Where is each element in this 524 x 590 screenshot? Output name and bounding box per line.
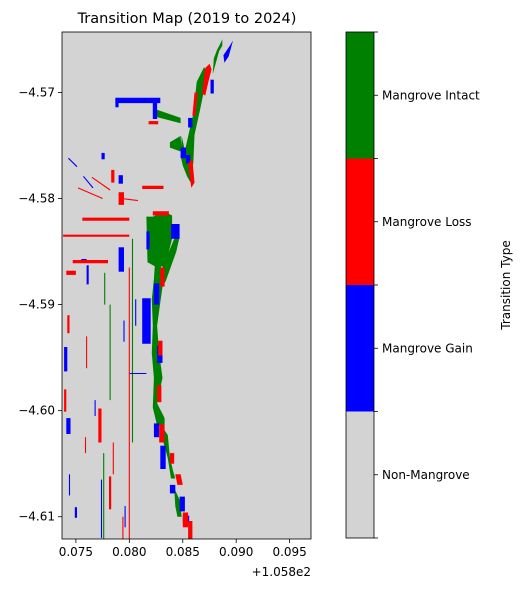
y-tick-label: −4.57 xyxy=(18,85,55,99)
mangrove-loss-region xyxy=(73,260,108,263)
mangrove-loss-region xyxy=(66,271,76,275)
mangrove-gain-region xyxy=(115,99,118,108)
mangrove-loss-region xyxy=(153,211,169,215)
mangrove-gain-region xyxy=(154,423,159,437)
mangrove-gain-region xyxy=(119,175,123,184)
mangrove-gain-region xyxy=(66,418,70,434)
mangrove-loss-region xyxy=(63,235,129,237)
x-axis-offset-label: +1.058e2 xyxy=(252,565,311,579)
mangrove-gain-region xyxy=(75,507,77,518)
mangrove-gain-region xyxy=(142,298,151,344)
mangrove-gain-region xyxy=(153,99,157,119)
colorbar-tick-label: Mangrove Gain xyxy=(382,341,473,355)
non-mangrove-background xyxy=(62,32,311,539)
colorbar-tick-label: Mangrove Intact xyxy=(382,88,480,102)
x-tick-label: 0.090 xyxy=(219,545,253,559)
chart-title: Transition Map (2019 to 2024) xyxy=(77,11,297,27)
mangrove-gain-region xyxy=(170,485,175,494)
colorbar-swatch-mangrove-loss xyxy=(346,159,374,286)
mangrove-gain-region xyxy=(180,497,185,512)
y-tick-label: −4.60 xyxy=(18,404,55,418)
colorbar-swatch-mangrove-intact xyxy=(346,32,374,159)
mangrove-loss-region xyxy=(98,409,101,443)
mangrove-loss-region xyxy=(142,186,163,189)
y-tick-label: −4.58 xyxy=(18,192,55,206)
mangrove-gain-region xyxy=(87,265,89,284)
x-tick-label: 0.095 xyxy=(272,545,306,559)
mangrove-loss-region xyxy=(64,389,66,411)
y-tick-label: −4.59 xyxy=(18,298,55,312)
mangrove-gain-region xyxy=(160,446,165,469)
mangrove-loss-region xyxy=(170,453,174,464)
mangrove-gain-region xyxy=(154,283,159,304)
mangrove-loss-region xyxy=(67,315,69,333)
mangrove-loss-region xyxy=(111,170,114,183)
colorbar-label: Transition Type xyxy=(499,240,513,330)
mangrove-loss-region xyxy=(157,385,161,402)
x-axis: 0.075 0.080 0.085 0.090 0.095 xyxy=(59,539,307,559)
y-tick-label: −4.61 xyxy=(18,510,55,524)
mangrove-gain-region xyxy=(64,347,67,371)
colorbar-tick-label: Non-Mangrove xyxy=(382,468,470,482)
x-tick-label: 0.080 xyxy=(112,545,146,559)
mangrove-gain-region xyxy=(146,231,149,249)
colorbar-swatch-mangrove-gain xyxy=(346,285,374,412)
mangrove-gain-region xyxy=(102,153,105,159)
mangrove-gain-region xyxy=(119,247,124,271)
colorbar-swatch-non-mangrove xyxy=(346,412,374,539)
mangrove-loss-region xyxy=(160,268,164,287)
mangrove-loss-region xyxy=(158,341,162,356)
mangrove-loss-region xyxy=(188,521,192,539)
mangrove-loss-region xyxy=(82,218,129,221)
mangrove-gain-region xyxy=(181,148,186,159)
map-plot-area xyxy=(62,32,311,539)
mangrove-gain-region xyxy=(171,224,180,239)
mangrove-loss-region xyxy=(149,121,159,124)
colorbar-tick-label: Mangrove Loss xyxy=(382,215,472,229)
mangrove-loss-region xyxy=(109,476,111,509)
mangrove-loss-region xyxy=(183,513,188,528)
x-tick-label: 0.085 xyxy=(166,545,200,559)
mangrove-gain-region xyxy=(188,118,192,128)
x-tick-label: 0.075 xyxy=(59,545,93,559)
mangrove-loss-region xyxy=(159,424,164,442)
y-axis: −4.57 −4.58 −4.59 −4.60 −4.61 xyxy=(18,85,62,523)
mangrove-gain-region xyxy=(211,80,214,94)
colorbar: Non-Mangrove Mangrove Gain Mangrove Loss Ma… xyxy=(346,32,480,538)
